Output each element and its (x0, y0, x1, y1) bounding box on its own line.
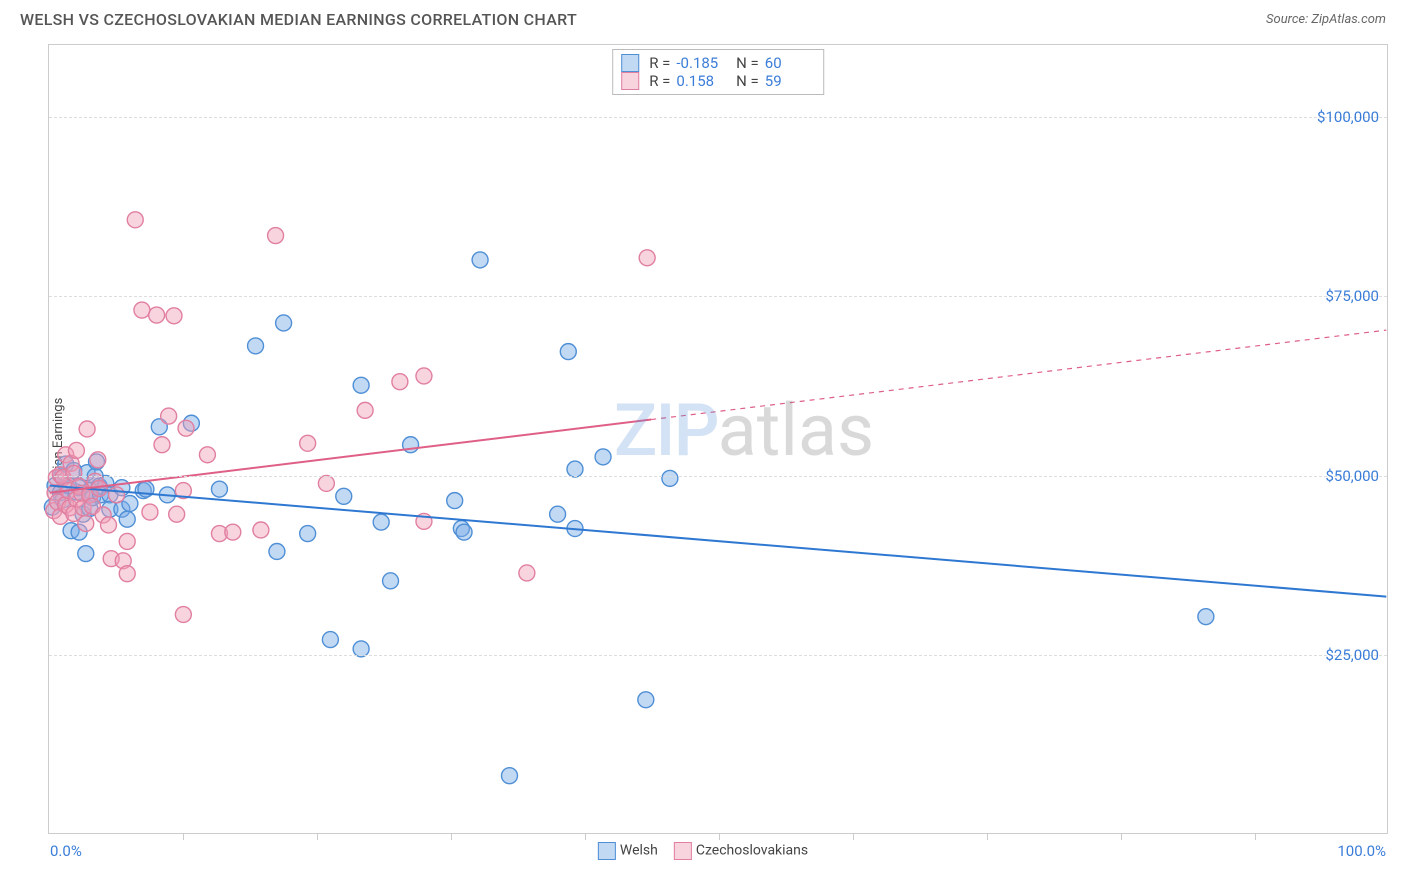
stat-label: N = (732, 54, 758, 72)
scatter-point (318, 475, 334, 491)
scatter-point (119, 566, 135, 582)
scatter-point (178, 420, 194, 436)
scatter-point (502, 768, 518, 784)
legend-swatch (598, 842, 616, 860)
scatter-point (300, 435, 316, 451)
scatter-point (78, 516, 94, 532)
scatter-point (550, 506, 566, 522)
scatter-point (1198, 609, 1214, 625)
legend-swatch (621, 72, 639, 90)
scatter-point (269, 543, 285, 559)
series-legend: Welsh Czechoslovakians (598, 842, 808, 860)
scatter-point (322, 632, 338, 648)
scatter-point (276, 315, 292, 331)
legend-label: Welsh (620, 843, 658, 859)
trend-line (50, 486, 1387, 597)
stat-row: R = -0.185 N = 60 (621, 54, 815, 72)
stat-r-value: 0.158 (676, 72, 726, 90)
scatter-point (560, 344, 576, 360)
x-tick (1255, 833, 1256, 840)
stat-label: N = (732, 72, 758, 90)
scatter-point (169, 506, 185, 522)
scatter-point (149, 307, 165, 323)
y-tick-label: $50,000 (1325, 467, 1379, 485)
stat-n-value: 60 (765, 54, 815, 72)
scatter-point (101, 517, 117, 533)
scatter-point (119, 511, 135, 527)
scatter-plot-svg (49, 45, 1387, 833)
scatter-point (78, 546, 94, 562)
stat-label: R = (649, 54, 670, 72)
trend-line (50, 420, 651, 493)
stat-label: R = (649, 72, 670, 90)
scatter-point (142, 504, 158, 520)
scatter-point (211, 481, 227, 497)
gridline (49, 655, 1387, 656)
scatter-point (119, 533, 135, 549)
chart-title: WELSH VS CZECHOSLOVAKIAN MEDIAN EARNINGS… (20, 10, 577, 29)
x-tick (987, 833, 988, 840)
gridline (49, 476, 1387, 477)
legend-item: Czechoslovakians (674, 842, 808, 860)
scatter-point (134, 302, 150, 318)
scatter-point (175, 607, 191, 623)
scatter-point (456, 524, 472, 540)
trend-line-dashed (651, 330, 1386, 419)
gridline (49, 117, 1387, 118)
stat-row: R = 0.158 N = 59 (621, 72, 815, 90)
x-tick (585, 833, 586, 840)
stat-n-value: 59 (765, 72, 815, 90)
legend-swatch (621, 54, 639, 72)
scatter-point (248, 338, 264, 354)
scatter-point (253, 522, 269, 538)
scatter-point (79, 421, 95, 437)
stat-r-value: -0.185 (676, 54, 726, 72)
x-tick (853, 833, 854, 840)
scatter-point (300, 526, 316, 542)
scatter-point (638, 692, 654, 708)
scatter-point (336, 488, 352, 504)
x-tick (451, 833, 452, 840)
scatter-point (109, 487, 125, 503)
scatter-point (127, 212, 143, 228)
scatter-point (639, 250, 655, 266)
correlation-stats-box: R = -0.185 N = 60R = 0.158 N = 59 (612, 49, 824, 95)
x-tick (1121, 833, 1122, 840)
scatter-point (383, 573, 399, 589)
scatter-point (166, 308, 182, 324)
chart-area: ZIPatlas R = -0.185 N = 60R = 0.158 N = … (48, 44, 1388, 834)
x-axis-min-label: 0.0% (50, 842, 82, 860)
x-axis-max-label: 100.0% (1337, 842, 1386, 860)
scatter-point (392, 374, 408, 390)
scatter-point (225, 524, 241, 540)
legend-label: Czechoslovakians (696, 843, 808, 859)
source-label: Source: ZipAtlas.com (1266, 12, 1386, 27)
scatter-point (90, 452, 106, 468)
scatter-point (154, 437, 170, 453)
scatter-point (447, 493, 463, 509)
scatter-point (416, 368, 432, 384)
x-tick (317, 833, 318, 840)
x-tick (719, 833, 720, 840)
scatter-point (472, 252, 488, 268)
scatter-point (199, 447, 215, 463)
scatter-point (373, 514, 389, 530)
scatter-point (268, 228, 284, 244)
scatter-point (68, 442, 84, 458)
scatter-point (567, 461, 583, 477)
scatter-point (353, 377, 369, 393)
legend-swatch (674, 842, 692, 860)
scatter-point (662, 470, 678, 486)
scatter-point (357, 402, 373, 418)
legend-item: Welsh (598, 842, 658, 860)
scatter-point (595, 449, 611, 465)
y-tick-label: $75,000 (1325, 287, 1379, 305)
gridline (49, 296, 1387, 297)
scatter-point (519, 565, 535, 581)
y-tick-label: $25,000 (1325, 646, 1379, 664)
scatter-point (161, 408, 177, 424)
y-tick-label: $100,000 (1317, 108, 1379, 126)
x-tick (183, 833, 184, 840)
